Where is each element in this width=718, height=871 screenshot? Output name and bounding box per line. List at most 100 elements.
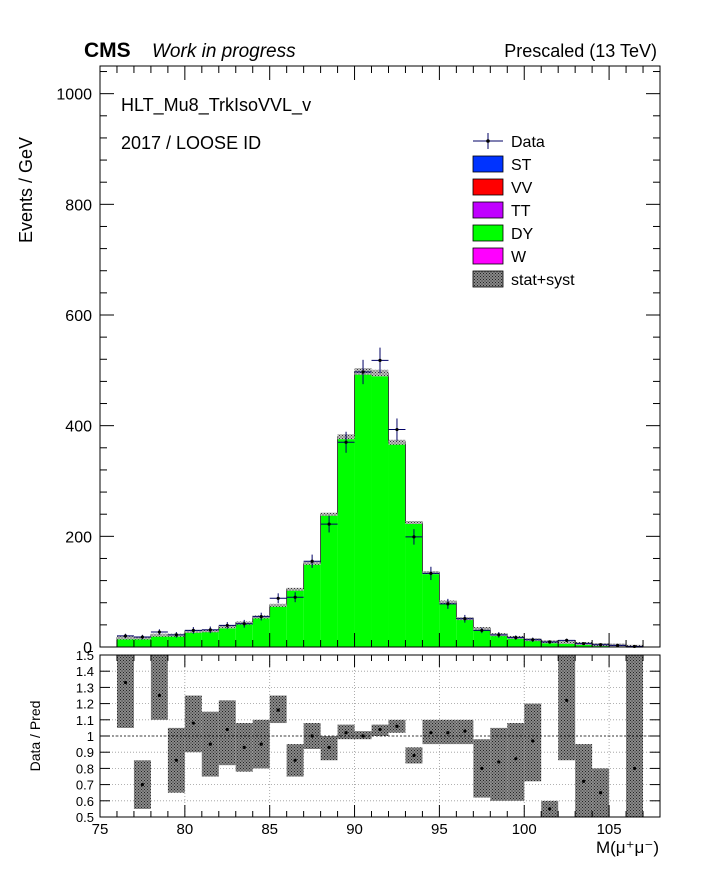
ratio-band-bin — [626, 655, 644, 817]
dy-bar — [303, 562, 321, 647]
ratio-band-bin — [150, 655, 168, 720]
legend-label: W — [511, 249, 527, 266]
data-point — [116, 633, 134, 639]
dy-histogram — [116, 371, 644, 647]
data-point — [439, 598, 457, 609]
energy-label: Prescaled (13 TeV) — [504, 41, 657, 61]
data-point — [337, 431, 355, 453]
data-point — [507, 635, 525, 640]
ratio-point — [599, 791, 603, 795]
ratio-y-tick-label: 0.9 — [76, 745, 94, 760]
dy-bar — [337, 436, 355, 647]
dy-bar — [507, 637, 525, 647]
dy-bar — [286, 588, 304, 647]
data-point — [524, 637, 542, 643]
ratio-point — [327, 745, 331, 749]
unc-band-bin — [558, 640, 576, 644]
ratio-band-bin — [116, 655, 134, 728]
ratio-point — [123, 680, 128, 685]
ratio-point — [174, 758, 178, 762]
data-point — [473, 627, 491, 634]
legend-entry-unc: stat+syst — [472, 270, 575, 289]
x-tick-label: 85 — [261, 821, 278, 838]
y-tick-label: 200 — [65, 529, 92, 546]
ratio-point — [293, 758, 297, 762]
ratio-point — [463, 729, 467, 733]
legend-label: Data — [511, 134, 545, 151]
data-point — [320, 515, 338, 533]
ratio-band-bin — [218, 700, 236, 766]
ratio-point — [208, 742, 212, 746]
ratio-y-tick-label: 1.2 — [76, 697, 94, 712]
ratio-y-tick-label: 1 — [87, 729, 94, 744]
data-point — [422, 566, 440, 581]
dy-bar — [473, 628, 491, 647]
ratio-point — [225, 727, 229, 732]
data-point — [558, 638, 576, 643]
dy-bar — [235, 622, 253, 647]
main-ylabel: Events / GeV — [16, 137, 36, 243]
legend-entry-tt: TT — [472, 201, 531, 220]
ratio-point — [446, 731, 450, 735]
data-point — [303, 554, 321, 568]
dy-bar — [354, 371, 372, 647]
data-point — [609, 643, 627, 647]
y-tick-label: 1000 — [56, 87, 92, 104]
ratio-ylabel: Data / Pred — [27, 701, 43, 772]
data-point — [456, 614, 474, 623]
dy-bar — [388, 442, 406, 647]
dy-bar — [320, 514, 338, 647]
ratio-y-tick-label: 1.4 — [76, 664, 94, 679]
ratio-point — [548, 807, 552, 811]
dy-bar — [252, 616, 270, 647]
legend-entry-st: ST — [472, 155, 532, 174]
ratio-point — [242, 745, 246, 749]
selection-annotation: 2017 / LOOSE ID — [121, 133, 261, 153]
legend-entry-data: Data — [473, 133, 545, 151]
ratio-y-tick-label: 1.5 — [76, 648, 94, 663]
data-point — [405, 529, 423, 545]
ratio-y-tick-label: 0.5 — [76, 810, 94, 825]
data-point — [167, 632, 185, 638]
legend-label: VV — [511, 180, 533, 197]
dy-bar — [167, 634, 185, 647]
dy-bar — [422, 572, 440, 647]
ratio-point — [480, 766, 484, 771]
ratio-plot-panel: 0.50.60.7 0.80.911.11.2 1.31.41.5 75 80 85 90 9… — [76, 648, 661, 838]
main-plot-panel: 0 200 400 600 800 1000 — [56, 65, 661, 657]
dy-bar — [150, 634, 168, 647]
ratio-point — [514, 757, 518, 761]
ratio-points — [123, 680, 637, 811]
ratio-point — [157, 693, 161, 698]
ratio-axes: 0.50.60.7 0.80.911.11.2 1.31.41.5 75 80 85 90 9… — [76, 648, 661, 838]
x-tick-label: 90 — [346, 821, 363, 838]
ratio-band-bin — [524, 703, 542, 782]
main-frame — [99, 65, 661, 648]
ratio-point — [276, 708, 280, 712]
dy-bar — [405, 522, 423, 647]
x-tick-label: 80 — [177, 821, 194, 838]
ratio-point — [344, 731, 348, 735]
data-point — [133, 634, 151, 640]
dy-bar — [456, 618, 474, 647]
ratio-y-tick-label: 0.7 — [76, 778, 94, 793]
y-tick-label: 0 — [83, 640, 92, 657]
dy-bar — [439, 601, 457, 647]
dy-bar — [269, 604, 287, 647]
unc-band-bin — [286, 587, 304, 591]
unc-band-bin — [405, 521, 423, 525]
ratio-band-bin — [490, 727, 508, 801]
dy-bar — [184, 630, 202, 647]
data-point — [286, 592, 304, 603]
ratio-y-tick-label: 1.1 — [76, 713, 94, 728]
x-axis-label: M(μ⁺μ⁻) — [596, 838, 659, 857]
experiment-label: CMS — [84, 39, 131, 62]
data-point — [490, 632, 508, 638]
unc-band-bin — [320, 512, 338, 516]
dy-bar — [558, 642, 576, 647]
data-point — [541, 640, 559, 644]
ratio-y-tick-label: 0.6 — [76, 794, 94, 809]
dy-bar — [133, 637, 151, 647]
data-point — [150, 629, 168, 635]
